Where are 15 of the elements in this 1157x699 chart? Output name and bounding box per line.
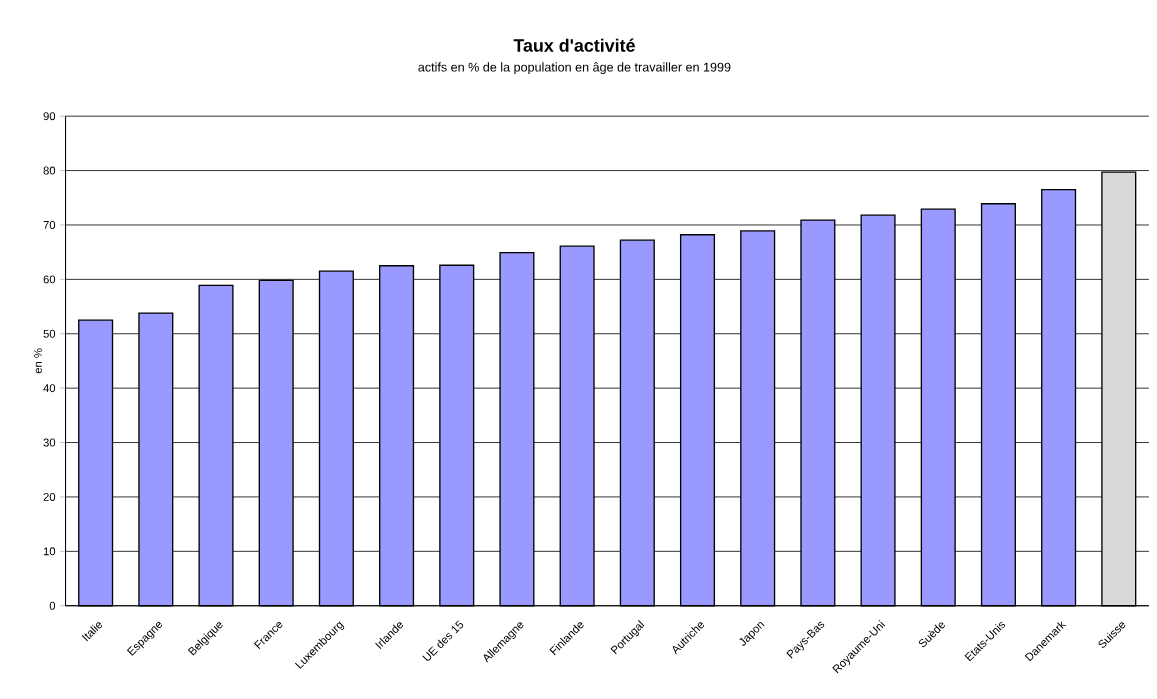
y-tick-label: 10: [43, 547, 56, 556]
y-axis-title: en %: [33, 348, 42, 374]
y-tick-label: 0: [49, 601, 56, 610]
chart-title: Taux d'activité: [513, 38, 635, 52]
x-tick-label: Italie: [81, 622, 103, 642]
y-tick-label: 20: [43, 492, 56, 501]
y-tick-label: 80: [43, 166, 56, 175]
x-tick-label: UE des 15: [422, 620, 464, 661]
y-tick-label: 30: [43, 438, 56, 447]
y-tick-label: 40: [43, 384, 56, 393]
y-tick-label: 50: [43, 329, 56, 338]
chart-subtitle: actifs en % de la population en âge de travailler en 1999: [418, 62, 731, 75]
y-tick-label: 90: [43, 112, 56, 121]
y-tick-label: 70: [43, 220, 56, 229]
y-tick-label: 60: [43, 275, 56, 284]
